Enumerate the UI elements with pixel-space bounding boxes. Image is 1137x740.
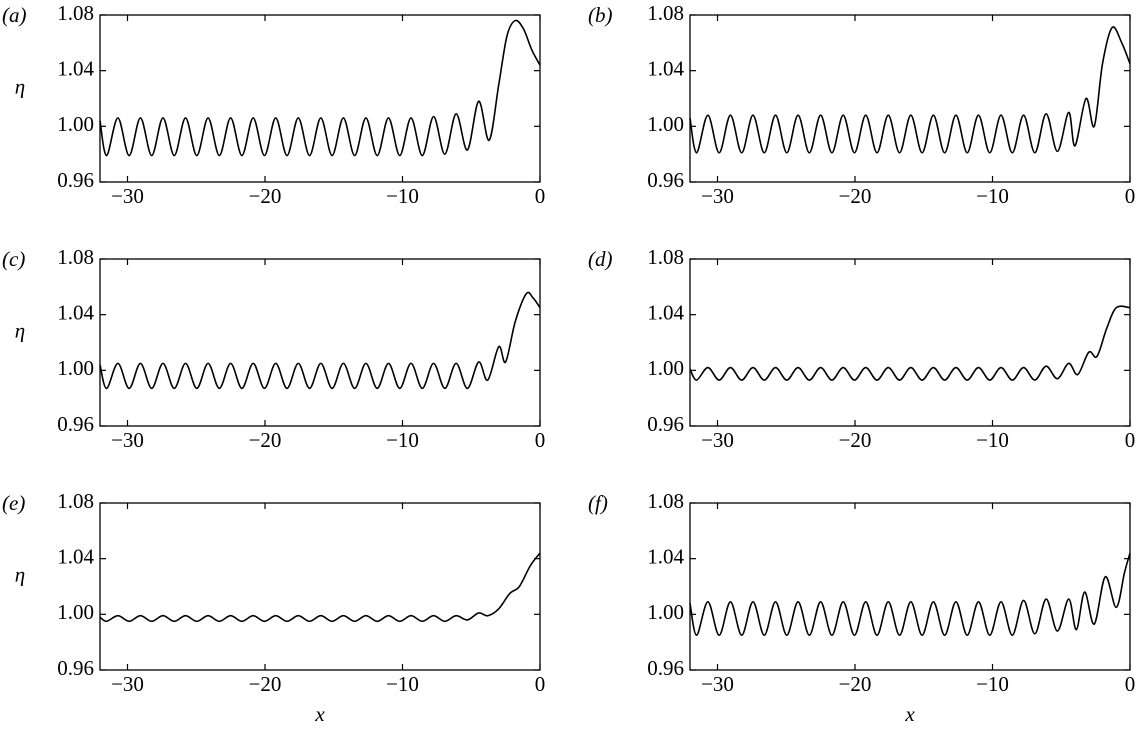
y-tick-label: 1.04: [647, 300, 684, 324]
y-tick-label: 1.08: [647, 1, 684, 25]
y-axis-label: η: [15, 318, 25, 342]
data-line: [99, 19, 541, 157]
y-tick-label: 1.00: [57, 356, 94, 380]
y-tick-label: 1.00: [57, 600, 94, 624]
x-tick-label: 0: [535, 672, 546, 696]
y-tick-label: 1.00: [647, 356, 684, 380]
y-tick-label: 1.08: [647, 245, 684, 269]
y-tick-label: 1.00: [647, 112, 684, 136]
x-tick-label: 0: [535, 428, 546, 452]
data-line: [99, 291, 541, 390]
x-tick-label: −30: [111, 428, 144, 452]
y-axis-label: η: [15, 562, 25, 586]
x-tick-label: −30: [701, 428, 734, 452]
data-line: [689, 26, 1131, 154]
y-axis-label: η: [15, 74, 25, 98]
x-tick-label: 0: [1125, 184, 1136, 208]
data-line: [689, 552, 1131, 637]
x-tick-label: −10: [386, 428, 419, 452]
plot-frame: [99, 502, 541, 671]
x-tick-label: −10: [976, 184, 1009, 208]
plot-frame: [689, 502, 1131, 671]
panel-label: (f): [588, 491, 608, 515]
y-tick-label: 1.00: [647, 600, 684, 624]
panel-label: (b): [588, 3, 613, 27]
x-tick-label: 0: [535, 184, 546, 208]
y-tick-label: 0.96: [647, 412, 684, 436]
x-tick-label: −10: [386, 672, 419, 696]
y-tick-label: 1.04: [57, 56, 94, 80]
panel-label: (e): [2, 491, 25, 515]
y-tick-label: 1.04: [647, 544, 684, 568]
panel-label: (d): [588, 247, 613, 271]
x-tick-label: −10: [386, 184, 419, 208]
plot-frame: [99, 14, 541, 183]
x-tick-label: −20: [249, 184, 282, 208]
y-tick-label: 1.08: [57, 1, 94, 25]
y-tick-label: 0.96: [57, 656, 94, 680]
y-tick-label: 1.08: [647, 489, 684, 513]
y-tick-label: 1.00: [57, 112, 94, 136]
data-line: [99, 552, 541, 623]
x-tick-label: −30: [111, 672, 144, 696]
plot-frame: [689, 14, 1131, 183]
x-tick-label: −30: [111, 184, 144, 208]
y-tick-label: 0.96: [57, 168, 94, 192]
x-axis-label: x: [904, 702, 915, 726]
y-tick-label: 1.08: [57, 489, 94, 513]
x-tick-label: −20: [839, 672, 872, 696]
panel-label: (a): [2, 3, 27, 27]
y-tick-label: 1.08: [57, 245, 94, 269]
x-axis-label: x: [314, 702, 325, 726]
panel-label: (c): [2, 247, 25, 271]
x-tick-label: −20: [249, 672, 282, 696]
data-line: [689, 305, 1131, 381]
y-tick-label: 0.96: [57, 412, 94, 436]
x-tick-label: −20: [839, 428, 872, 452]
x-tick-label: −30: [701, 672, 734, 696]
x-tick-label: −10: [976, 672, 1009, 696]
x-tick-label: −20: [839, 184, 872, 208]
y-tick-label: 1.04: [57, 300, 94, 324]
x-tick-label: −20: [249, 428, 282, 452]
plot-frame: [689, 258, 1131, 427]
y-tick-label: 0.96: [647, 656, 684, 680]
x-tick-label: −10: [976, 428, 1009, 452]
x-tick-label: −30: [701, 184, 734, 208]
x-tick-label: 0: [1125, 428, 1136, 452]
x-tick-label: 0: [1125, 672, 1136, 696]
y-tick-label: 1.04: [57, 544, 94, 568]
y-tick-label: 0.96: [647, 168, 684, 192]
y-tick-label: 1.04: [647, 56, 684, 80]
plot-frame: [99, 258, 541, 427]
